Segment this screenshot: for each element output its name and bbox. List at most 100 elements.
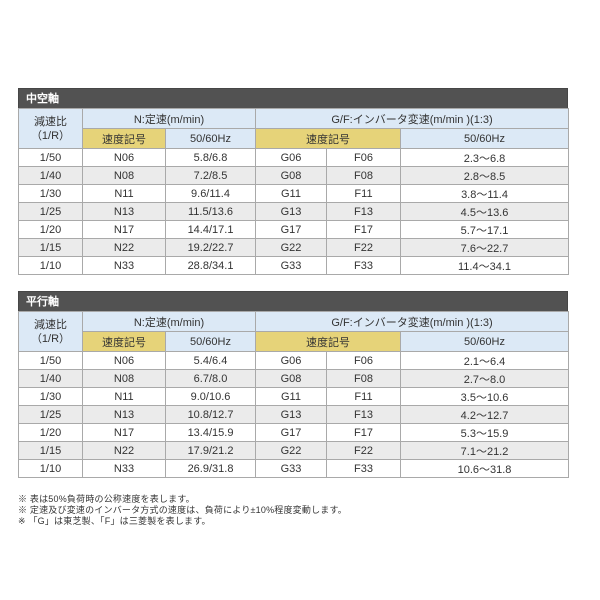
table-row: 1/25 N13 10.8/12.7 G13 F13 4.2～12.7: [18, 405, 570, 424]
cell-g-code: G08: [255, 369, 327, 388]
cell-gf-speed: 2.8～8.5: [399, 166, 570, 185]
cell-g-code: G17: [255, 423, 327, 442]
hollow-shaft-speed-table: 減速比 （1/R） N:定速(m/min) G/F:インバータ変速(m/min …: [18, 108, 570, 275]
cell-ratio: 1/50: [18, 148, 83, 167]
hollow-shaft-title-bar: 中空軸: [18, 88, 568, 108]
cell-g-code: G08: [255, 166, 327, 185]
cell-g-code: G06: [255, 148, 327, 167]
footnote-speed-variation: ※ 定速及び変速のインバータ方式の速度は、負荷により±10%程度変動します。: [18, 505, 347, 515]
table-row: 1/15 N22 19.2/22.7 G22 F22 7.6～22.7: [18, 238, 570, 257]
hollow-shaft-table-section: 中空軸 減速比 （1/R） N:定速(m/min) G/F:インバータ変速(m/…: [18, 88, 570, 275]
cell-n-code: N33: [82, 256, 166, 275]
cell-n-speed: 19.2/22.7: [165, 238, 256, 257]
parallel-shaft-table-section: 平行軸 減速比 （1/R） N:定速(m/min) G/F:インバータ変速(m/…: [18, 291, 570, 478]
cell-f-code: F06: [326, 351, 401, 370]
speed-symbol-header-gf: 速度記号: [255, 128, 401, 149]
cell-n-code: N06: [82, 351, 166, 370]
cell-n-speed: 26.9/31.8: [165, 459, 256, 478]
cell-ratio: 1/20: [18, 423, 83, 442]
cell-gf-speed: 2.3～6.8: [399, 148, 570, 167]
cell-ratio: 1/25: [18, 202, 83, 221]
cell-g-code: G13: [255, 202, 327, 221]
table-row: 1/30 N11 9.6/11.4 G11 F11 3.8～11.4: [18, 184, 570, 203]
cell-ratio: 1/15: [18, 238, 83, 257]
cell-ratio: 1/30: [18, 387, 83, 406]
parallel-shaft-speed-table: 減速比 （1/R） N:定速(m/min) G/F:インバータ変速(m/min …: [18, 311, 570, 478]
cell-gf-speed: 5.3～15.9: [399, 423, 570, 442]
cell-n-code: N08: [82, 166, 166, 185]
cell-g-code: G22: [255, 238, 327, 257]
cell-ratio: 1/20: [18, 220, 83, 239]
hz-header-gf: 50/60Hz: [399, 331, 570, 352]
cell-n-code: N17: [82, 220, 166, 239]
table-row: 1/50 N06 5.4/6.4 G06 F06 2.1～6.4: [18, 351, 570, 370]
cell-g-code: G33: [255, 256, 327, 275]
speed-symbol-header-n: 速度記号: [82, 331, 166, 352]
cell-f-code: F17: [326, 423, 401, 442]
cell-f-code: F06: [326, 148, 401, 167]
cell-f-code: F11: [326, 387, 401, 406]
ratio-column-header: 減速比 （1/R）: [18, 311, 83, 352]
table-row: 1/25 N13 11.5/13.6 G13 F13 4.5～13.6: [18, 202, 570, 221]
cell-gf-speed: 4.2～12.7: [399, 405, 570, 424]
footnote-nominal-speed: ※ 表は50%負荷時の公称速度を表します。: [18, 494, 195, 504]
cell-n-speed: 6.7/8.0: [165, 369, 256, 388]
hz-header-n: 50/60Hz: [165, 128, 256, 149]
cell-gf-speed: 3.8～11.4: [399, 184, 570, 203]
table-row: 1/20 N17 14.4/17.1 G17 F17 5.7～17.1: [18, 220, 570, 239]
cell-f-code: F13: [326, 202, 401, 221]
table-row: 1/30 N11 9.0/10.6 G11 F11 3.5～10.6: [18, 387, 570, 406]
cell-n-code: N13: [82, 405, 166, 424]
cell-n-code: N11: [82, 387, 166, 406]
cell-f-code: F33: [326, 459, 401, 478]
cell-gf-speed: 4.5～13.6: [399, 202, 570, 221]
cell-n-code: N08: [82, 369, 166, 388]
cell-n-speed: 5.4/6.4: [165, 351, 256, 370]
cell-n-speed: 9.0/10.6: [165, 387, 256, 406]
cell-g-code: G06: [255, 351, 327, 370]
table-row: 1/15 N22 17.9/21.2 G22 F22 7.1～21.2: [18, 441, 570, 460]
cell-f-code: F22: [326, 441, 401, 460]
cell-f-code: F08: [326, 166, 401, 185]
cell-n-code: N33: [82, 459, 166, 478]
inverter-speed-group-header: G/F:インバータ変速(m/min )(1:3): [254, 108, 570, 129]
cell-ratio: 1/30: [18, 184, 83, 203]
table-row: 1/40 N08 6.7/8.0 G08 F08 2.7～8.0: [18, 369, 570, 388]
ratio-column-header: 減速比 （1/R）: [18, 108, 83, 149]
constant-speed-group-header: N:定速(m/min): [82, 311, 256, 332]
speed-symbol-header-gf: 速度記号: [255, 331, 401, 352]
cell-n-code: N22: [82, 441, 166, 460]
cell-g-code: G11: [255, 184, 327, 203]
cell-ratio: 1/10: [18, 459, 83, 478]
hz-header-gf: 50/60Hz: [399, 128, 570, 149]
cell-g-code: G13: [255, 405, 327, 424]
cell-gf-speed: 10.6～31.8: [399, 459, 570, 478]
table-row: 1/10 N33 28.8/34.1 G33 F33 11.4～34.1: [18, 256, 570, 275]
cell-n-speed: 17.9/21.2: [165, 441, 256, 460]
cell-f-code: F08: [326, 369, 401, 388]
table-row: 1/20 N17 13.4/15.9 G17 F17 5.3～15.9: [18, 423, 570, 442]
cell-n-speed: 11.5/13.6: [165, 202, 256, 221]
cell-ratio: 1/40: [18, 166, 83, 185]
cell-gf-speed: 2.1～6.4: [399, 351, 570, 370]
table-row: 1/50 N06 5.8/6.8 G06 F06 2.3～6.8: [18, 148, 570, 167]
table-row: 1/40 N08 7.2/8.5 G08 F08 2.8～8.5: [18, 166, 570, 185]
cell-n-speed: 5.8/6.8: [165, 148, 256, 167]
cell-gf-speed: 2.7～8.0: [399, 369, 570, 388]
cell-ratio: 1/25: [18, 405, 83, 424]
cell-gf-speed: 11.4～34.1: [399, 256, 570, 275]
cell-gf-speed: 5.7～17.1: [399, 220, 570, 239]
cell-f-code: F11: [326, 184, 401, 203]
table-row: 1/10 N33 26.9/31.8 G33 F33 10.6～31.8: [18, 459, 570, 478]
inverter-speed-group-header: G/F:インバータ変速(m/min )(1:3): [254, 311, 570, 332]
cell-n-speed: 14.4/17.1: [165, 220, 256, 239]
constant-speed-group-header: N:定速(m/min): [82, 108, 256, 129]
cell-n-code: N17: [82, 423, 166, 442]
cell-f-code: F22: [326, 238, 401, 257]
speed-symbol-header-n: 速度記号: [82, 128, 166, 149]
cell-ratio: 1/50: [18, 351, 83, 370]
cell-g-code: G33: [255, 459, 327, 478]
hz-header-n: 50/60Hz: [165, 331, 256, 352]
cell-g-code: G22: [255, 441, 327, 460]
